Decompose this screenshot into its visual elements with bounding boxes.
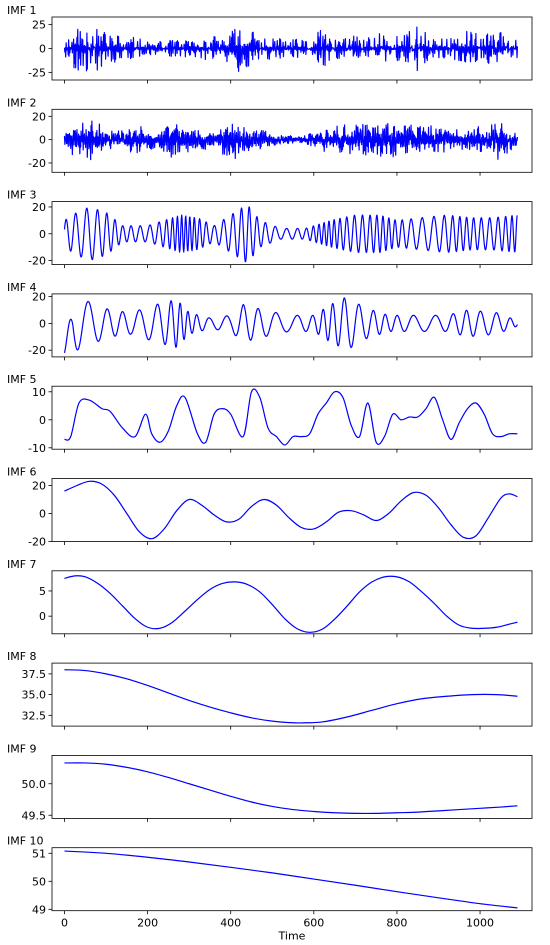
series-line — [64, 480, 518, 540]
y-tick-label: -20 — [28, 157, 46, 170]
imf-panel-9: IMF 9 49.5 50.0 — [7, 742, 533, 822]
y-tick-label: 25 — [32, 19, 46, 32]
axes-frame — [51, 293, 533, 358]
axes-frame — [51, 662, 533, 727]
series-line — [64, 762, 518, 815]
imf-panel-1: IMF 1 -25 0 25 — [7, 4, 533, 84]
imf-panel-3: IMF 3 -20 0 20 — [7, 189, 533, 269]
imf-panel-10: IMF 10 49 50 51 0 200 400 600 800 1000 Time — [7, 835, 533, 943]
y-tick-label: 49.5 — [22, 809, 47, 822]
series-line — [63, 206, 518, 263]
y-tick-label: 20 — [32, 201, 46, 214]
panel-title: IMF 8 — [7, 650, 37, 663]
imf-panel-8: IMF 8 32.5 35.0 37.5 — [7, 650, 533, 730]
y-tick-label: 49 — [32, 903, 46, 916]
panel-title: IMF 7 — [7, 558, 37, 571]
panel-title: IMF 10 — [7, 835, 44, 848]
x-tick-label: 400 — [220, 917, 241, 930]
y-tick-label: 20 — [32, 110, 46, 123]
x-tick-label: 600 — [303, 917, 324, 930]
x-axis-label: Time — [278, 930, 306, 943]
y-tick-label: -20 — [28, 255, 46, 268]
panel-title: IMF 5 — [7, 373, 37, 386]
axes-frame — [51, 201, 533, 266]
axes-frame — [51, 478, 533, 542]
x-tick-label: 800 — [386, 917, 407, 930]
series-line — [63, 120, 519, 161]
y-tick-label: 0 — [39, 43, 46, 56]
y-tick-label: -20 — [28, 344, 46, 357]
y-tick-label: 0 — [39, 317, 46, 330]
axes-frame — [51, 570, 533, 635]
imf-panel-7: IMF 7 0 5 — [7, 558, 533, 638]
y-tick-label: -10 — [28, 442, 46, 455]
y-tick-label: 32.5 — [22, 709, 47, 722]
imf-panel-6: IMF 6 -20 0 20 — [7, 466, 533, 549]
series-line — [64, 388, 518, 446]
panel-title: IMF 1 — [7, 4, 37, 17]
y-tick-label: -25 — [28, 66, 46, 79]
axes-frame — [51, 108, 533, 173]
panel-title: IMF 6 — [7, 466, 37, 479]
imf-panel-2: IMF 2 -20 0 20 — [7, 96, 533, 176]
series-line — [64, 850, 518, 909]
y-tick-label: 20 — [32, 291, 46, 304]
x-tick-label: 1000 — [466, 917, 494, 930]
panel-title: IMF 4 — [7, 281, 37, 294]
imf-panel-4: IMF 4 -20 0 20 — [7, 281, 533, 361]
y-tick-label: 5 — [39, 585, 46, 598]
axes-frame — [51, 847, 533, 912]
y-tick-label: 20 — [32, 480, 46, 493]
y-tick-label: 0 — [39, 414, 46, 427]
y-tick-label: 0 — [39, 134, 46, 147]
y-tick-label: 0 — [39, 228, 46, 241]
panel-title: IMF 2 — [7, 96, 37, 109]
y-tick-label: 37.5 — [22, 668, 47, 681]
y-tick-label: 35.0 — [22, 689, 47, 702]
y-tick-label: 51 — [32, 847, 46, 860]
axes-frame — [51, 385, 533, 450]
series-line — [64, 669, 518, 724]
panel-title: IMF 3 — [7, 189, 37, 202]
series-line — [63, 297, 518, 354]
panel-title: IMF 9 — [7, 742, 37, 755]
y-tick-label: 50 — [32, 875, 46, 888]
series-line — [64, 575, 518, 633]
y-tick-label: 0 — [39, 508, 46, 521]
y-tick-label: 10 — [32, 386, 46, 399]
y-tick-label: 0 — [39, 610, 46, 623]
x-tick-label: 200 — [137, 917, 158, 930]
imf-panel-5: IMF 5 -10 0 10 — [7, 373, 533, 455]
series-line — [63, 26, 519, 72]
x-tick-label: 0 — [61, 917, 68, 930]
axes-frame — [51, 755, 533, 819]
y-tick-label: -20 — [28, 536, 46, 549]
y-tick-label: 50.0 — [22, 778, 47, 791]
